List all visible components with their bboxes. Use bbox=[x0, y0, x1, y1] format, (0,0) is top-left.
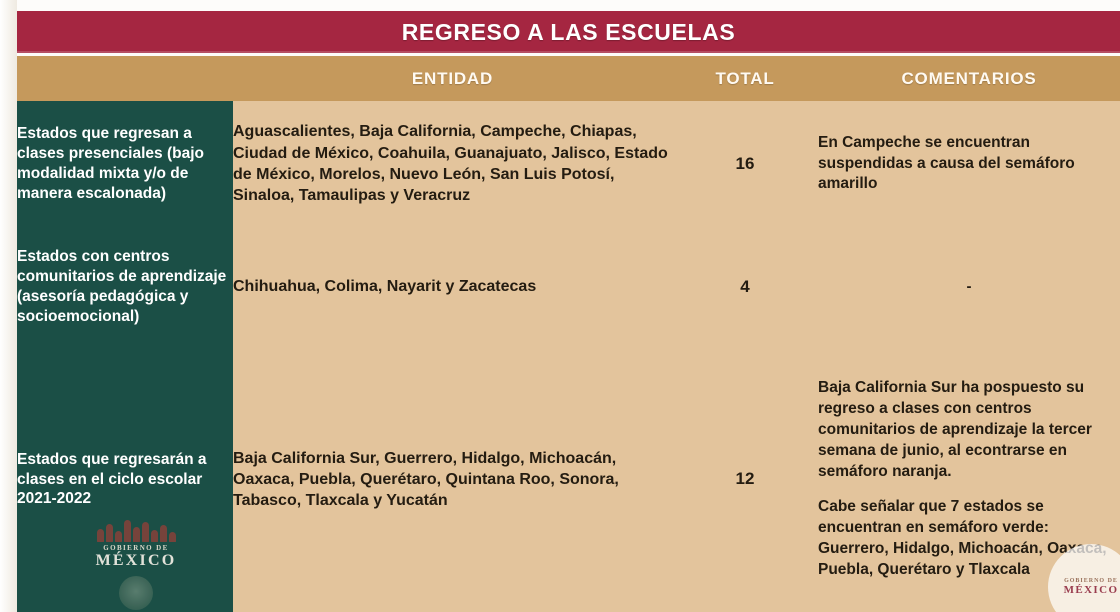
row-comentarios: - bbox=[818, 227, 1120, 347]
watermark-figures-icon bbox=[75, 516, 197, 543]
table-header: ENTIDAD TOTAL COMENTARIOS bbox=[17, 56, 1120, 101]
column-header-comentarios: COMENTARIOS bbox=[818, 56, 1120, 101]
row-total-value: 12 bbox=[672, 347, 818, 612]
comentario-paragraph: Cabe señalar que 7 estados se encuentran… bbox=[818, 497, 1107, 578]
row-category-label: Estados con centros comunitarios de apre… bbox=[17, 227, 233, 347]
return-to-schools-table: ENTIDAD TOTAL COMENTARIOS Estados que re… bbox=[17, 56, 1120, 612]
row-category-label: Estados que regresarán a clases en el ci… bbox=[17, 347, 233, 612]
row-comentarios: En Campeche se encuentran suspendidas a … bbox=[818, 101, 1120, 227]
gobierno-de-mexico-watermark: GOBIERNO DE MÉXICO bbox=[75, 516, 197, 610]
table-row: Estados que regresan a clases presencial… bbox=[17, 101, 1120, 227]
comentario-placeholder-dash: - bbox=[966, 277, 972, 295]
row-entidad-list: Baja California Sur, Guerrero, Hidalgo, … bbox=[233, 347, 672, 612]
row-entidad-list: Aguascalientes, Baja California, Campech… bbox=[233, 101, 672, 227]
column-header-category bbox=[17, 56, 233, 101]
column-header-total: TOTAL bbox=[672, 56, 818, 101]
row-category-label: Estados que regresan a clases presencial… bbox=[17, 101, 233, 227]
table-body: Estados que regresan a clases presencial… bbox=[17, 101, 1120, 612]
table-header-row: ENTIDAD TOTAL COMENTARIOS bbox=[17, 56, 1120, 101]
national-seal-icon bbox=[119, 576, 153, 610]
slide-title-bar: REGRESO A LAS ESCUELAS bbox=[17, 11, 1120, 53]
watermark-mexico-line: MÉXICO bbox=[95, 552, 177, 570]
row-total-value: 16 bbox=[672, 101, 818, 227]
row-total-value: 4 bbox=[672, 227, 818, 347]
comentario-paragraph: En Campeche se encuentran suspendidas a … bbox=[818, 133, 1075, 193]
row-category-text: Estados que regresarán a clases en el ci… bbox=[17, 450, 207, 508]
row-comentarios: Baja California Sur ha pospuesto su regr… bbox=[818, 347, 1120, 612]
watermark-gobierno-line: GOBIERNO DE bbox=[103, 544, 169, 553]
table-row: Estados con centros comunitarios de apre… bbox=[17, 227, 1120, 347]
table-row: Estados que regresarán a clases en el ci… bbox=[17, 347, 1120, 612]
slide-left-margin bbox=[0, 0, 17, 612]
row-entidad-list: Chihuahua, Colima, Nayarit y Zacatecas bbox=[233, 227, 672, 347]
column-header-entidad: ENTIDAD bbox=[233, 56, 672, 101]
comentario-paragraph: Baja California Sur ha pospuesto su regr… bbox=[818, 379, 1092, 481]
page-title: REGRESO A LAS ESCUELAS bbox=[401, 18, 736, 45]
